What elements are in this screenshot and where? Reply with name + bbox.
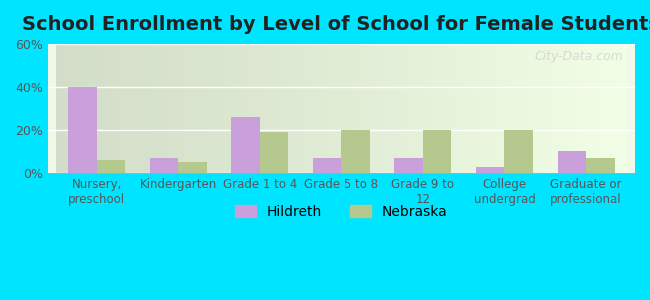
Bar <box>558 152 586 173</box>
Legend: Hildreth, Nebraska: Hildreth, Nebraska <box>229 199 453 224</box>
Bar <box>341 130 370 173</box>
Bar <box>178 162 207 173</box>
Bar <box>260 132 289 173</box>
Bar <box>231 117 260 173</box>
Bar <box>586 158 615 173</box>
Title: School Enrollment by Level of School for Female Students: School Enrollment by Level of School for… <box>23 15 650 34</box>
Bar <box>313 158 341 173</box>
Text: City-Data.com: City-Data.com <box>534 50 623 63</box>
Bar <box>150 158 178 173</box>
Bar <box>97 160 125 173</box>
Bar <box>423 130 452 173</box>
Bar <box>395 158 423 173</box>
Bar <box>68 87 97 173</box>
Bar <box>476 167 504 173</box>
Bar <box>504 130 533 173</box>
